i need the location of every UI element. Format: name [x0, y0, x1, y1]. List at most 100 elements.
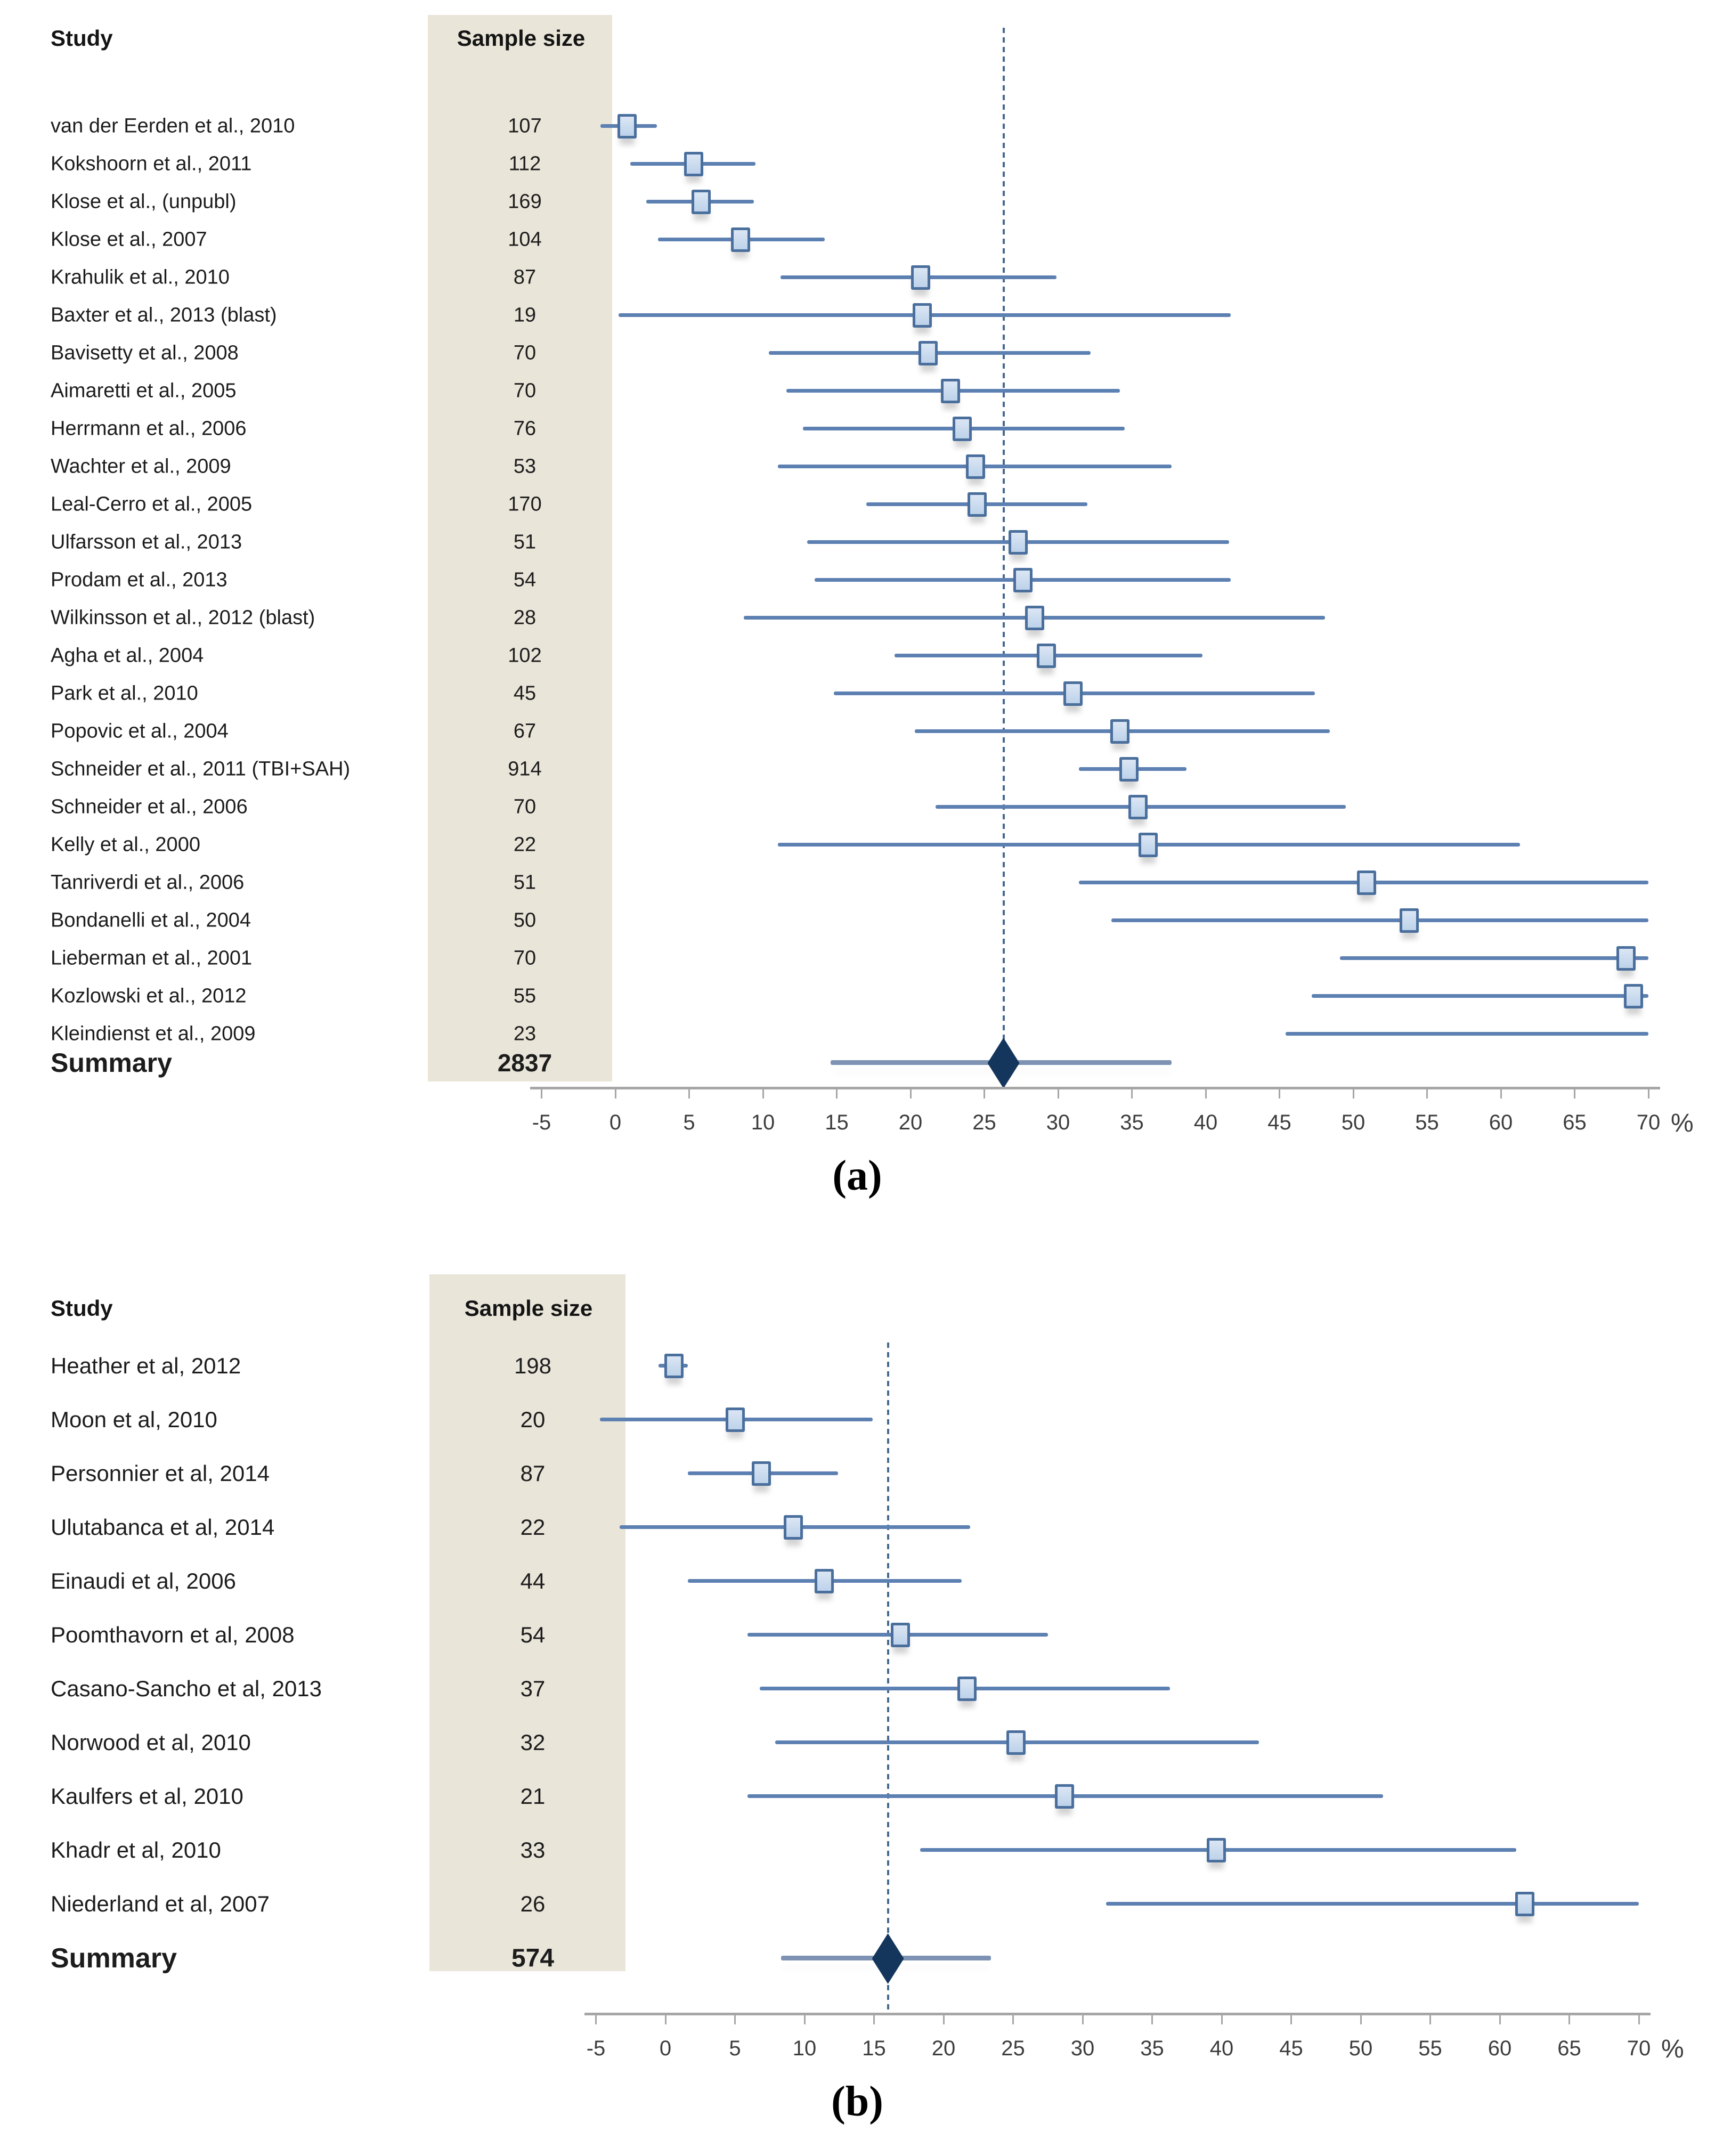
sample-column-background: [429, 1274, 625, 1971]
point-estimate-marker: [919, 341, 938, 365]
axis-tick: [734, 2015, 736, 2024]
study-label: van der Eerden et al., 2010: [51, 115, 295, 137]
axis-tick: [1360, 2015, 1362, 2024]
sample-size-value: 169: [508, 190, 542, 213]
sample-size-value: 70: [513, 795, 537, 818]
x-axis-line: [584, 2013, 1651, 2015]
point-estimate-marker: [1356, 870, 1376, 895]
study-label: Park et al., 2010: [51, 682, 198, 705]
axis-tick-label: 20: [898, 1111, 923, 1134]
study-label: Poomthavorn et al, 2008: [51, 1622, 295, 1647]
sample-size-value: 37: [520, 1676, 546, 1701]
axis-tick-label: 55: [1415, 1111, 1439, 1134]
axis-tick-label: 15: [862, 2037, 886, 2060]
study-label: Leal-Cerro et al., 2005: [51, 493, 253, 516]
axis-tick-label: 10: [751, 1111, 775, 1134]
panel-b-label: (b): [831, 2078, 883, 2125]
point-estimate-marker: [1036, 644, 1056, 668]
axis-tick-label: 15: [825, 1111, 849, 1134]
sample-column-background: [428, 15, 612, 1081]
sample-size-column-header: Sample size: [464, 1296, 593, 1321]
summary-diamond: [872, 1933, 904, 1984]
point-estimate-marker: [911, 265, 931, 290]
point-estimate-marker: [1110, 719, 1130, 744]
axis-tick: [942, 2015, 945, 2024]
axis-tick-label: 35: [1120, 1111, 1144, 1134]
sample-size-value: 50: [513, 909, 537, 932]
point-estimate-marker: [784, 1515, 803, 1540]
point-estimate-marker: [913, 303, 932, 328]
axis-tick-label: 5: [683, 1111, 695, 1134]
study-column-header: Study: [51, 1296, 113, 1321]
summary-sample-size: 2837: [497, 1049, 552, 1077]
point-estimate-marker: [957, 1677, 977, 1701]
axis-tick: [1426, 1089, 1428, 1099]
study-label: Kokshoorn et al., 2011: [51, 152, 252, 175]
sample-size-value: 107: [508, 115, 542, 137]
study-label: Kaulfers et al, 2010: [51, 1784, 243, 1809]
sample-size-value: 87: [520, 1461, 546, 1486]
point-estimate-marker: [965, 454, 985, 479]
sample-size-value: 198: [514, 1353, 552, 1378]
point-estimate-marker: [967, 492, 987, 517]
point-estimate-marker: [891, 1623, 911, 1647]
study-label: Wilkinsson et al., 2012 (blast): [51, 606, 315, 629]
study-label: Tanriverdi et al., 2006: [51, 871, 245, 894]
axis-tick: [1057, 1089, 1059, 1099]
point-estimate-marker: [1400, 908, 1419, 933]
study-label: Klose et al., 2007: [51, 228, 207, 251]
axis-tick: [836, 1089, 838, 1099]
point-estimate-marker: [1063, 681, 1083, 706]
axis-tick-label: 65: [1557, 2037, 1581, 2060]
panel-a-label: (a): [832, 1152, 882, 1199]
sample-size-value: 26: [520, 1891, 546, 1916]
study-label: Schneider et al., 2011 (TBI+SAH): [51, 758, 351, 780]
ci-line: [1111, 918, 1648, 922]
study-label: Kozlowski et al., 2012: [51, 985, 247, 1007]
point-estimate-marker: [952, 417, 972, 441]
study-label: Lieberman et al., 2001: [51, 947, 253, 970]
sample-size-column-header: Sample size: [457, 26, 586, 51]
axis-tick-label: 70: [1627, 2037, 1651, 2060]
axis-tick: [873, 2015, 875, 2024]
ci-line: [1312, 994, 1648, 998]
point-estimate-marker: [725, 1407, 745, 1432]
axis-tick-label: 60: [1489, 1111, 1513, 1134]
point-estimate-marker: [691, 190, 711, 214]
axis-tick-label: 50: [1341, 1111, 1366, 1134]
study-label: Ulfarsson et al., 2013: [51, 531, 242, 554]
sample-size-value: 44: [520, 1568, 546, 1593]
study-label: Baxter et al., 2013 (blast): [51, 304, 277, 327]
axis-tick-label: 45: [1267, 1111, 1291, 1134]
axis-tick: [1500, 1089, 1502, 1099]
point-estimate-marker: [664, 1354, 684, 1378]
axis-tick: [1647, 1089, 1649, 1099]
study-label: Moon et al, 2010: [51, 1407, 217, 1432]
point-estimate-marker: [1128, 795, 1148, 819]
axis-tick-label: 65: [1563, 1111, 1587, 1134]
axis-tick-label: 70: [1636, 1111, 1661, 1134]
axis-tick: [1082, 2015, 1084, 2024]
axis-tick: [688, 1089, 690, 1099]
axis-tick: [1131, 1089, 1133, 1099]
axis-tick-label: -5: [532, 1111, 551, 1134]
percent-axis-unit-label: %: [1661, 2035, 1684, 2063]
sample-size-value: 914: [508, 758, 542, 780]
study-label: Norwood et al, 2010: [51, 1730, 251, 1755]
axis-tick-label: 20: [931, 2037, 956, 2060]
point-estimate-marker: [1009, 530, 1028, 555]
axis-tick: [803, 2015, 806, 2024]
point-estimate-marker: [684, 152, 703, 176]
sample-size-value: 67: [513, 720, 537, 743]
axis-tick: [909, 1089, 912, 1099]
axis-tick-label: 60: [1488, 2037, 1512, 2060]
axis-tick: [1568, 2015, 1570, 2024]
axis-tick: [1290, 2015, 1292, 2024]
study-label: Personnier et al, 2014: [51, 1461, 270, 1486]
summary-label: Summary: [51, 1943, 177, 1974]
study-label: Aimaretti et al., 2005: [51, 379, 237, 402]
axis-tick: [984, 1089, 985, 1099]
study-label: Klose et al., (unpubl): [51, 190, 237, 213]
sample-size-value: 51: [513, 531, 537, 554]
